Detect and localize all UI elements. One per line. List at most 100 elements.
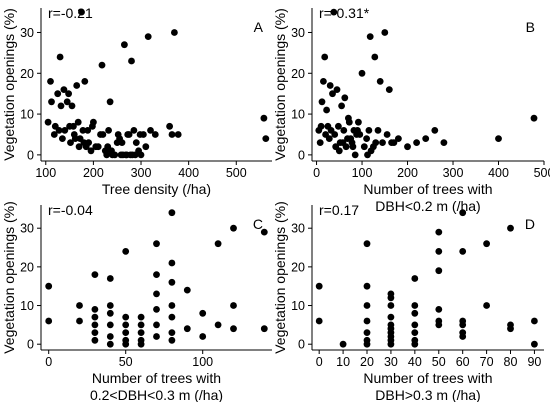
data-point [363,340,371,348]
data-point [151,131,159,138]
data-point [262,135,270,143]
y-tick-label: 10 [291,299,305,313]
data-point [168,259,176,267]
data-point [411,302,419,309]
y-tick-label: 30 [20,222,34,236]
data-point [78,8,85,16]
data-point [76,302,83,309]
y-tick-label: 0 [298,148,305,162]
panel-label: D [525,216,535,232]
x-tick-label: 60 [456,355,470,369]
data-point [411,340,419,348]
panel-label: C [253,216,263,232]
data-point [199,309,207,317]
data-point [76,317,83,325]
data-point [45,282,53,290]
y-tick-label: 30 [291,222,305,236]
data-point [331,131,339,138]
data-point [106,321,114,329]
data-point [168,302,176,309]
data-point [339,340,347,348]
data-point [411,309,419,317]
data-point [91,321,99,329]
data-point [54,90,62,98]
data-point [56,53,64,61]
x-tick-label: 80 [504,355,518,369]
data-point [387,340,395,348]
data-point [366,33,374,40]
x-axis-label: Number of trees with [363,181,492,197]
x-axis-label: 0.2<DBH<0.3 m (/ha) [90,387,223,402]
data-point [435,267,443,275]
data-point [106,309,114,317]
data-point [435,321,443,329]
data-point [483,302,490,309]
x-tick-label: 100 [35,166,56,180]
data-point [374,126,382,134]
data-point [230,224,237,232]
data-point [153,306,160,313]
x-tick-label: 30 [384,355,398,369]
x-tick-label: 300 [131,166,152,180]
data-point [65,90,72,98]
data-point [63,98,71,106]
data-point [168,329,176,336]
x-axis-label: Tree density (/ha) [102,181,211,197]
data-point [137,151,145,159]
data-point [153,333,160,340]
data-point [435,248,443,255]
data-point [411,275,419,282]
data-point [168,278,176,286]
y-tick-label: 10 [20,299,34,313]
x-tick-label: 100 [192,355,213,369]
data-point [342,143,350,151]
data-point [483,240,490,248]
data-point [75,143,83,151]
panel-d: 0 10 20 30 40 50 60 70 80 90 0 10 20 30 r=0.17 D Number … [272,201,544,402]
data-point [48,98,55,106]
x-tick-label: 300 [443,166,464,180]
correlation-label: r=-0.21 [48,5,93,21]
data-point [318,98,326,106]
data-point [105,126,112,134]
data-point [431,126,439,134]
y-tick-label: 20 [291,67,305,81]
data-point [333,86,341,93]
data-point [316,139,324,147]
x-tick-label: 400 [178,166,199,180]
x-axis-label: Number of trees with [92,370,221,386]
data-point [153,271,160,278]
data-point [371,53,379,61]
data-point [122,329,130,336]
y-tick-label: 20 [20,260,34,274]
data-point [171,29,178,36]
data-point [118,139,126,147]
data-point [381,29,389,36]
x-tick-label: 70 [480,355,494,369]
data-point [315,282,323,290]
data-point [79,126,87,134]
data-point [91,271,99,278]
data-point [459,321,467,329]
panel-c: 0 50 100 0 10 20 30 r=-0.04 C Number of trees wit… [1,201,272,402]
x-tick-label: 10 [336,355,350,369]
data-point [355,118,362,126]
data-point [137,321,145,329]
data-point [365,126,373,134]
data-point [260,228,268,236]
data-point [84,126,92,134]
data-point [459,209,467,217]
data-point [330,8,338,16]
data-point [130,126,138,134]
y-tick-label: 10 [20,108,34,122]
correlation-label: r=0.17 [319,202,359,218]
data-point [47,78,54,85]
data-point [411,321,419,329]
y-tick-label: 20 [291,260,305,274]
data-point [106,333,114,340]
data-point [358,69,366,77]
x-tick-label: 200 [397,166,418,180]
data-point [323,106,330,114]
data-point [383,131,391,138]
data-point [71,135,79,143]
